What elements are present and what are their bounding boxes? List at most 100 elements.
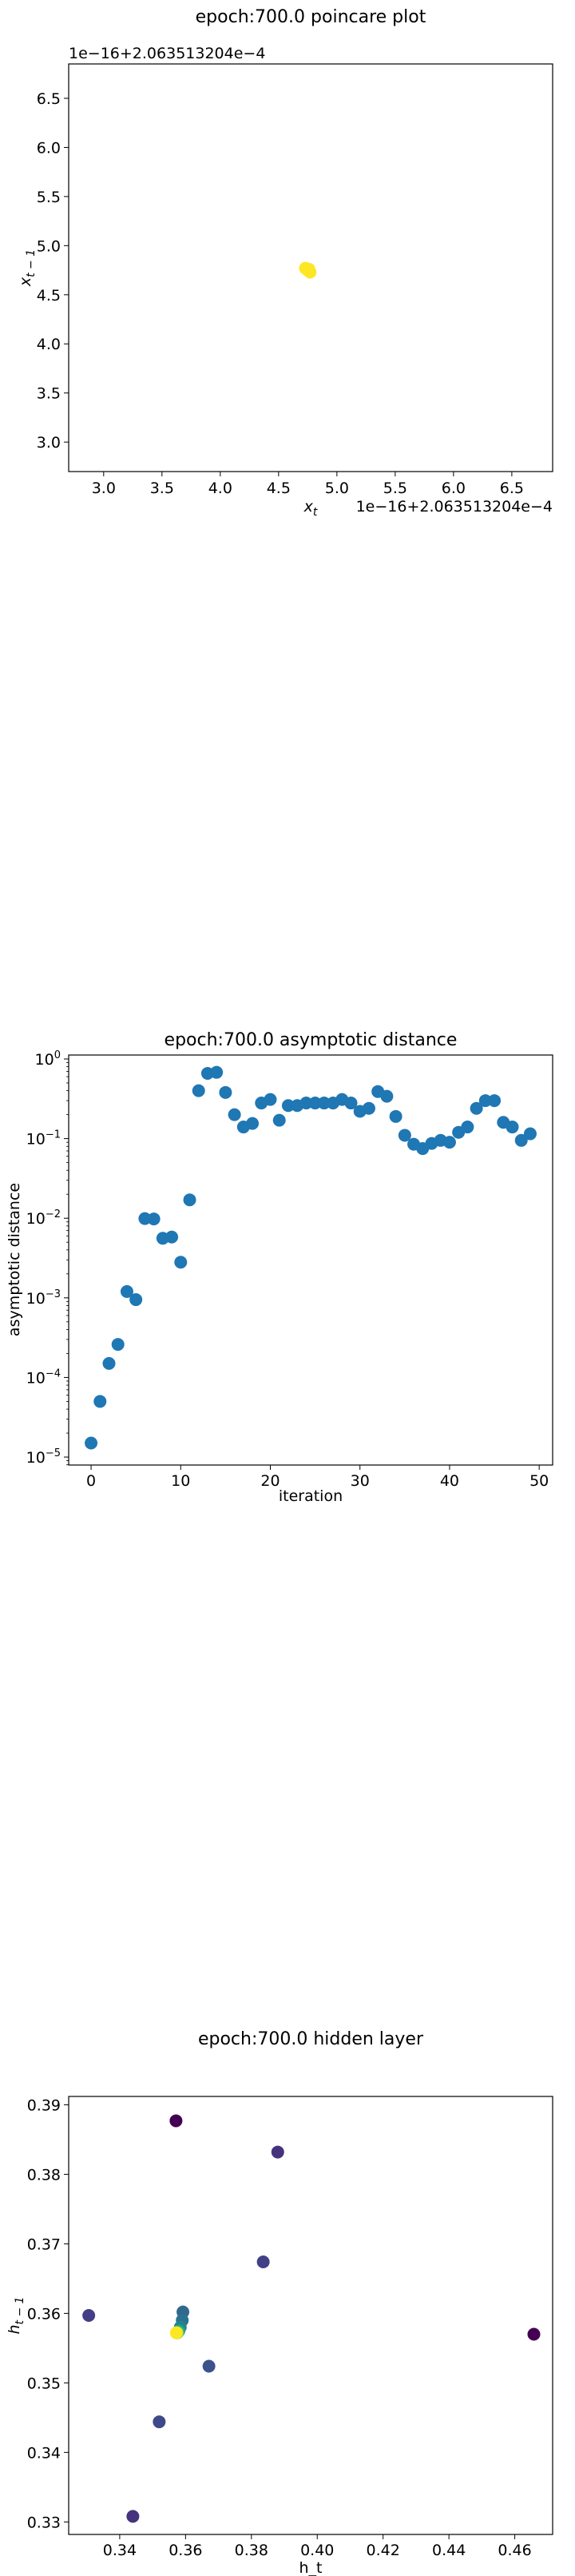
asymptotic-point: [272, 1113, 286, 1127]
asymptotic-point: [174, 1256, 188, 1269]
asymptotic-point: [228, 1108, 241, 1121]
hidden-layer-plot-area: [68, 2096, 553, 2535]
hidden-layer-point: [82, 2309, 96, 2322]
asymptotic-y-tick-label: 10−4: [26, 1368, 61, 1387]
hidden-layer-x-tick-label: 0.34: [103, 2542, 137, 2559]
hidden-layer-title: epoch:700.0 hidden layer: [198, 2029, 424, 2049]
poincare-y-tick-label: 4.0: [37, 336, 61, 353]
asymptotic-x-tick-label: 20: [260, 1472, 280, 1490]
poincare-x-tick-label: 6.5: [500, 480, 524, 497]
asymptotic-point: [192, 1084, 205, 1097]
hidden-layer-y-tick-label: 0.34: [27, 2444, 61, 2462]
poincare-plot-area: [68, 63, 553, 472]
asymptotic-point: [264, 1093, 277, 1106]
asymptotic-y-tick-label: 10−2: [26, 1208, 61, 1228]
hidden-layer-point: [153, 2415, 166, 2429]
poincare-y-tick-label: 3.5: [37, 385, 61, 403]
poincare-title: epoch:700.0 poincare plot: [196, 7, 426, 27]
poincare-y-tick-label: 5.0: [37, 237, 61, 255]
asymptotic-point: [398, 1129, 411, 1142]
asymptotic-point: [165, 1230, 179, 1244]
hidden-layer-y-tick-label: 0.38: [27, 2166, 61, 2184]
asymptotic-point: [478, 1094, 492, 1108]
poincare-x-tick-label: 5.0: [325, 480, 349, 497]
asymptotic-point: [344, 1097, 358, 1110]
asymptotic-x-tick-label: 30: [351, 1472, 370, 1490]
asymptotic-point: [442, 1136, 456, 1149]
hidden-layer-point: [126, 2510, 140, 2523]
hidden-layer-point: [527, 2327, 541, 2341]
hidden-layer-point: [271, 2145, 284, 2159]
hidden-layer-x-tick-label: 0.44: [432, 2542, 466, 2559]
asymptotic-point: [111, 1338, 125, 1352]
poincare-x-label: xt: [303, 498, 318, 519]
poincare-x-tick-label: 3.5: [150, 480, 174, 497]
asymptotic-point: [120, 1284, 133, 1298]
asymptotic-point: [362, 1101, 375, 1115]
asymptotic-point: [317, 1097, 331, 1110]
poincare-x-tick-label: 4.5: [267, 480, 291, 497]
hidden-layer-x-tick-label: 0.42: [367, 2542, 400, 2559]
hidden-layer-y-tick-label: 0.36: [27, 2305, 61, 2323]
poincare-y-tick-label: 5.5: [37, 189, 61, 206]
asymptotic-x-tick-label: 40: [440, 1472, 459, 1490]
asymptotic-point: [506, 1121, 519, 1134]
hidden-layer-x-label: h_t: [299, 2559, 323, 2576]
hidden-layer-x-tick-label: 0.40: [300, 2542, 334, 2559]
asymptotic-point: [380, 1089, 394, 1103]
hidden-layer-y-tick-label: 0.37: [27, 2236, 61, 2253]
poincare-y-tick-label: 6.0: [37, 139, 61, 157]
poincare-x-tick-label: 3.0: [92, 480, 116, 497]
asymptotic-point: [246, 1117, 260, 1130]
asymptotic-point: [308, 1097, 322, 1110]
asymptotic-y-tick-label: 10−1: [26, 1129, 61, 1149]
poincare-y-tick-label: 3.0: [37, 434, 61, 452]
hidden-layer-y-label: ht − 1: [6, 2296, 26, 2334]
asymptotic-x-tick-label: 10: [171, 1472, 190, 1490]
asymptotic-y-tick-label: 10−5: [26, 1447, 61, 1467]
asymptotic-point: [129, 1293, 143, 1307]
asymptotic-title: epoch:700.0 asymptotic distance: [165, 1030, 458, 1050]
asymptotic-x-tick-label: 0: [86, 1472, 96, 1490]
asymptotic-point: [138, 1212, 152, 1225]
asymptotic-point: [183, 1193, 196, 1207]
asymptotic-plot-area: [68, 1054, 553, 1466]
asymptotic-point: [299, 1097, 313, 1110]
asymptotic-point: [523, 1127, 537, 1141]
hidden-layer-y-tick-label: 0.33: [27, 2514, 61, 2531]
asymptotic-x-tick-label: 50: [529, 1472, 549, 1490]
poincare-y-offset-label: 1e−16+2.063513204e−4: [69, 45, 265, 62]
asymptotic-y-tick-label: 100: [35, 1049, 61, 1069]
asymptotic-point: [281, 1099, 295, 1113]
hidden-layer-point: [169, 2114, 183, 2128]
asymptotic-point: [93, 1395, 107, 1408]
poincare-y-label: xt − 1: [17, 249, 38, 287]
asymptotic-chart: epoch:700.0 asymptotic distance 0 10 20 30 4…: [6, 1030, 553, 1505]
poincare-x-tick-label: 5.5: [383, 480, 407, 497]
asymptotic-y-tick-label: 10−3: [26, 1288, 61, 1308]
poincare-y-tick-label: 6.5: [37, 90, 61, 108]
asymptotic-point: [389, 1109, 402, 1123]
poincare-point: [302, 262, 315, 276]
asymptotic-point: [470, 1101, 483, 1115]
asymptotic-point: [488, 1094, 502, 1108]
hidden-layer-x-tick-label: 0.36: [169, 2542, 202, 2559]
asymptotic-point: [147, 1212, 161, 1226]
hidden-layer-point: [256, 2255, 270, 2269]
asymptotic-x-label: iteration: [279, 1487, 343, 1505]
hidden-layer-chart: epoch:700.0 hidden layer 0.34 0.36 0.38 0.4…: [6, 2029, 553, 2576]
asymptotic-point: [219, 1085, 232, 1099]
hidden-layer-y-tick-label: 0.39: [27, 2096, 61, 2114]
asymptotic-y-label: asymptotic distance: [6, 1183, 23, 1336]
asymptotic-point: [461, 1121, 474, 1134]
poincare-y-tick-label: 4.5: [37, 287, 61, 305]
poincare-chart: epoch:700.0 poincare plot 1e−16+2.063513…: [17, 7, 553, 519]
hidden-layer-point: [169, 2326, 183, 2339]
asymptotic-point: [514, 1133, 528, 1147]
hidden-layer-y-tick-label: 0.35: [27, 2375, 61, 2392]
poincare-x-offset-label: 1e−16+2.063513204e−4: [356, 498, 553, 516]
poincare-x-tick-label: 6.0: [442, 480, 466, 497]
asymptotic-point: [85, 1436, 98, 1450]
poincare-x-tick-label: 4.0: [208, 480, 232, 497]
asymptotic-point: [102, 1356, 116, 1370]
